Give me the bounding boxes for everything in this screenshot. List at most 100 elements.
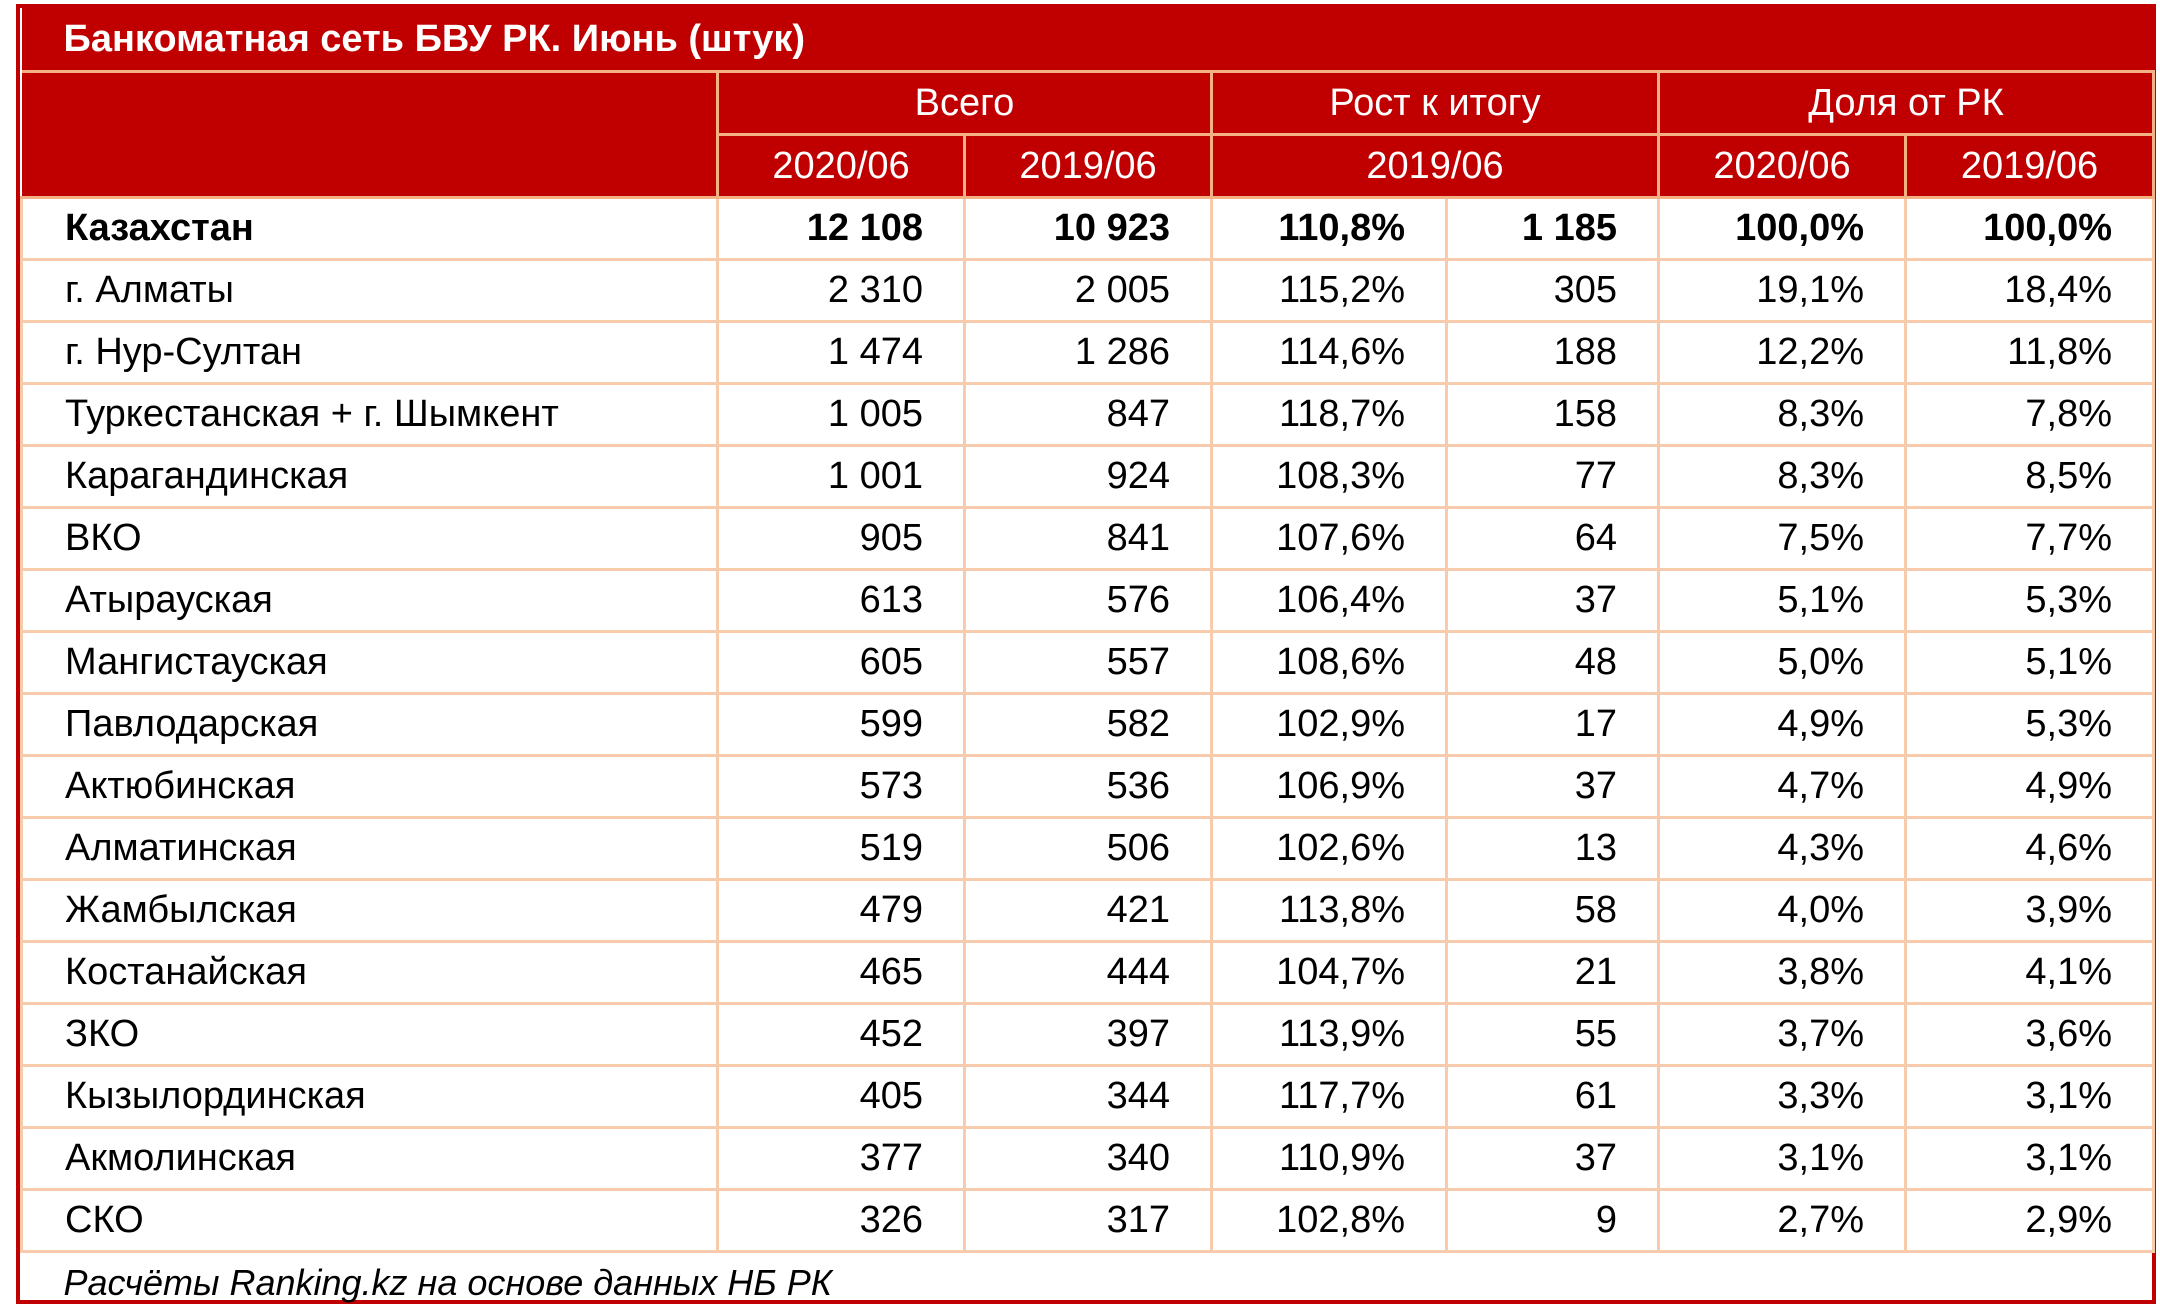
total-2020-cell: 465	[718, 942, 965, 1004]
growth-pct-cell: 115,2%	[1212, 260, 1447, 322]
growth-abs-cell: 13	[1447, 818, 1659, 880]
growth-abs-cell: 17	[1447, 694, 1659, 756]
share-2019-cell: 100,0%	[1906, 198, 2154, 260]
total-2020-cell: 519	[718, 818, 965, 880]
share-2020-cell: 3,1%	[1659, 1128, 1906, 1190]
total-2019-cell: 582	[965, 694, 1212, 756]
total-2020-cell: 573	[718, 756, 965, 818]
total-2020-cell: 405	[718, 1066, 965, 1128]
growth-abs-cell: 64	[1447, 508, 1659, 570]
share-2020-cell: 19,1%	[1659, 260, 1906, 322]
region-header-cell	[22, 72, 718, 198]
total-2019-cell: 1 286	[965, 322, 1212, 384]
total-2020-cell: 599	[718, 694, 965, 756]
total-2020-cell: 605	[718, 632, 965, 694]
source-note: Расчёты Ranking.kz на основе данных НБ Р…	[22, 1252, 2154, 1313]
share-2019-cell: 3,6%	[1906, 1004, 2154, 1066]
growth-pct-cell: 113,8%	[1212, 880, 1447, 942]
share-2019-cell: 7,8%	[1906, 384, 2154, 446]
region-cell: Акмолинская	[22, 1128, 718, 1190]
region-cell: г. Нур-Султан	[22, 322, 718, 384]
header-total-2019: 2019/06	[965, 135, 1212, 198]
total-2019-cell: 557	[965, 632, 1212, 694]
region-cell: Карагандинская	[22, 446, 718, 508]
total-2020-cell: 377	[718, 1128, 965, 1190]
share-2020-cell: 4,0%	[1659, 880, 1906, 942]
region-cell: г. Алматы	[22, 260, 718, 322]
total-2020-cell: 479	[718, 880, 965, 942]
growth-pct-cell: 113,9%	[1212, 1004, 1447, 1066]
share-2020-cell: 3,7%	[1659, 1004, 1906, 1066]
growth-abs-cell: 37	[1447, 756, 1659, 818]
share-2019-cell: 5,3%	[1906, 570, 2154, 632]
growth-abs-cell: 37	[1447, 1128, 1659, 1190]
growth-abs-cell: 21	[1447, 942, 1659, 1004]
growth-pct-cell: 107,6%	[1212, 508, 1447, 570]
growth-abs-cell: 188	[1447, 322, 1659, 384]
atm-network-table-frame: Банкоматная сеть БВУ РК. Июнь (штук) Все…	[16, 4, 2156, 1304]
header-group-growth: Рост к итогу	[1212, 72, 1659, 135]
region-cell: Костанайская	[22, 942, 718, 1004]
table-title: Банкоматная сеть БВУ РК. Июнь (штук)	[22, 8, 2154, 72]
region-cell: Туркестанская + г. Шымкент	[22, 384, 718, 446]
share-2020-cell: 4,7%	[1659, 756, 1906, 818]
growth-abs-cell: 55	[1447, 1004, 1659, 1066]
total-2019-cell: 317	[965, 1190, 1212, 1252]
share-2019-cell: 11,8%	[1906, 322, 2154, 384]
share-2020-cell: 5,1%	[1659, 570, 1906, 632]
growth-pct-cell: 104,7%	[1212, 942, 1447, 1004]
total-2019-cell: 847	[965, 384, 1212, 446]
growth-pct-cell: 117,7%	[1212, 1066, 1447, 1128]
total-2019-cell: 536	[965, 756, 1212, 818]
region-cell: Атырауская	[22, 570, 718, 632]
share-2020-cell: 4,3%	[1659, 818, 1906, 880]
share-2020-cell: 12,2%	[1659, 322, 1906, 384]
header-share-2019: 2019/06	[1906, 135, 2154, 198]
growth-pct-cell: 102,6%	[1212, 818, 1447, 880]
growth-abs-cell: 158	[1447, 384, 1659, 446]
total-2019-cell: 2 005	[965, 260, 1212, 322]
total-2020-cell: 1 474	[718, 322, 965, 384]
share-2019-cell: 7,7%	[1906, 508, 2154, 570]
share-2019-cell: 3,1%	[1906, 1128, 2154, 1190]
total-2020-cell: 12 108	[718, 198, 965, 260]
share-2019-cell: 3,1%	[1906, 1066, 2154, 1128]
growth-pct-cell: 114,6%	[1212, 322, 1447, 384]
region-cell: Жамбылская	[22, 880, 718, 942]
growth-pct-cell: 106,9%	[1212, 756, 1447, 818]
growth-pct-cell: 106,4%	[1212, 570, 1447, 632]
share-2019-cell: 8,5%	[1906, 446, 2154, 508]
share-2020-cell: 100,0%	[1659, 198, 1906, 260]
growth-abs-cell: 305	[1447, 260, 1659, 322]
region-cell: Казахстан	[22, 198, 718, 260]
total-2020-cell: 326	[718, 1190, 965, 1252]
total-2020-cell: 452	[718, 1004, 965, 1066]
total-2019-cell: 576	[965, 570, 1212, 632]
share-2019-cell: 4,9%	[1906, 756, 2154, 818]
share-2019-cell: 5,3%	[1906, 694, 2154, 756]
total-2019-cell: 421	[965, 880, 1212, 942]
total-2020-cell: 2 310	[718, 260, 965, 322]
total-2019-cell: 10 923	[965, 198, 1212, 260]
atm-network-table: Банкоматная сеть БВУ РК. Июнь (штук) Все…	[20, 8, 2155, 1313]
share-2019-cell: 4,1%	[1906, 942, 2154, 1004]
growth-pct-cell: 108,6%	[1212, 632, 1447, 694]
share-2020-cell: 8,3%	[1659, 384, 1906, 446]
region-cell: ВКО	[22, 508, 718, 570]
growth-abs-cell: 9	[1447, 1190, 1659, 1252]
region-cell: Алматинская	[22, 818, 718, 880]
share-2019-cell: 5,1%	[1906, 632, 2154, 694]
share-2020-cell: 2,7%	[1659, 1190, 1906, 1252]
region-cell: Актюбинская	[22, 756, 718, 818]
